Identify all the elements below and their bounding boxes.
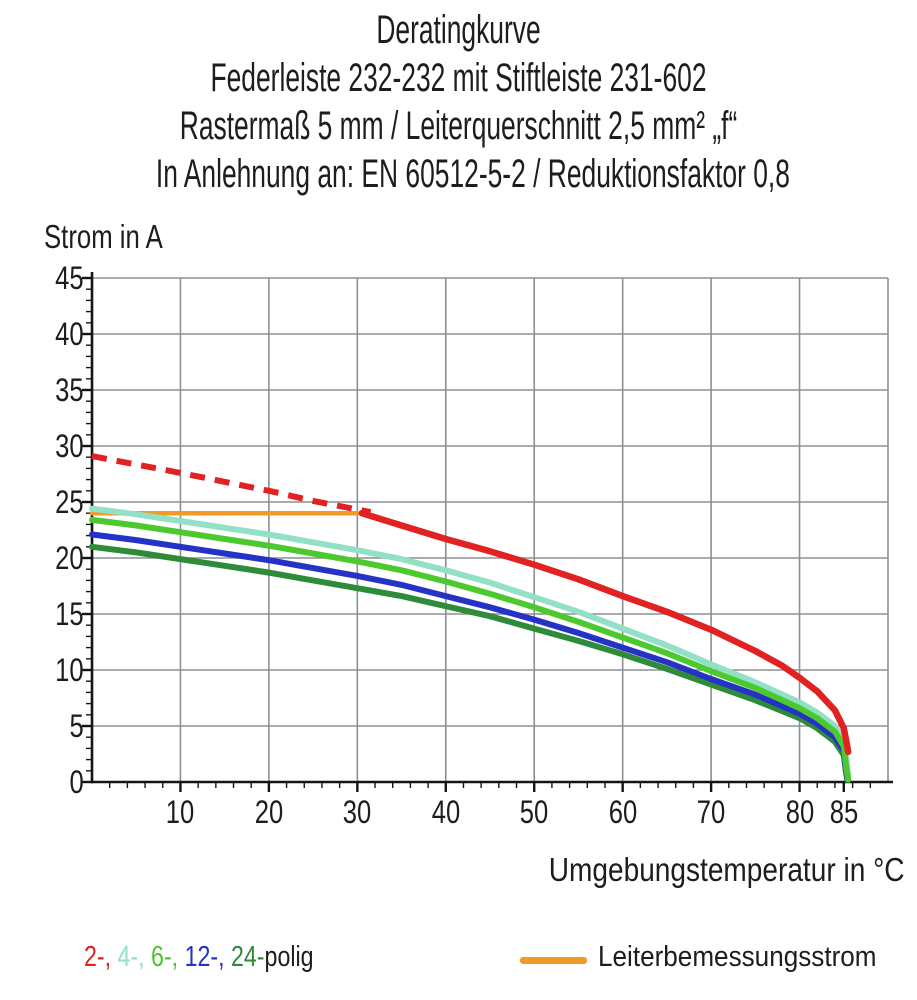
conductor-legend-line <box>520 957 587 964</box>
series-4-polig <box>89 505 852 780</box>
y-tick-label: 40 <box>55 316 84 352</box>
y-tick-label: 5 <box>69 708 84 744</box>
legend-segment: 2-, <box>84 941 112 973</box>
x-tick-label: 80 <box>785 794 814 830</box>
series-12-polig <box>89 531 851 782</box>
y-tick-label: 45 <box>55 260 84 296</box>
x-tick-label: 85 <box>829 794 859 830</box>
x-tick-label: 40 <box>431 794 461 830</box>
y-tick-label: 15 <box>55 596 84 632</box>
y-tick-label: 25 <box>55 484 84 520</box>
chart-subtitle-standard: In Anlehnung an: EN 60512-5-2 / Reduktio… <box>155 152 790 196</box>
x-axis-title: Umgebungstemperatur in °C <box>549 851 905 888</box>
series-2-polig <box>358 509 852 756</box>
y-tick-label: 0 <box>69 764 84 800</box>
series-2-polig-dashed <box>91 453 372 516</box>
legend-segment: 24- <box>224 941 265 973</box>
x-tick-label: 60 <box>608 794 637 830</box>
x-tick-label: 10 <box>166 794 195 830</box>
legend-segment: polig <box>264 941 314 973</box>
x-tick-label: 50 <box>519 794 549 830</box>
poles-legend: 2-, 4-, 6-, 12-, 24-polig <box>84 939 314 975</box>
chart-title: Deratingkurve <box>376 8 541 52</box>
y-tick-label: 20 <box>55 540 84 576</box>
x-tick-label: 20 <box>254 794 284 830</box>
y-tick-label: 10 <box>55 652 84 688</box>
y-axis-title: Strom in A <box>44 218 163 255</box>
series-24-polig <box>89 543 851 783</box>
title-block: Deratingkurve Federleiste 232-232 mit St… <box>0 6 917 198</box>
x-tick-label: 70 <box>696 794 726 830</box>
x-tick-label: 30 <box>343 794 372 830</box>
legend-segment: 6-, <box>144 941 179 973</box>
legend-segment: 4-, <box>111 941 145 973</box>
series-6-polig <box>89 516 852 783</box>
y-tick-label: 30 <box>55 428 84 464</box>
conductor-legend-label: Leiterbemessungsstrom <box>598 941 877 973</box>
chart-subtitle-spec: Rastermaß 5 mm / Leiterquerschnitt 2,5 m… <box>179 104 738 148</box>
y-tick-label: 35 <box>55 372 84 408</box>
chart-subtitle-parts: Federleiste 232-232 mit Stiftleiste 231-… <box>210 56 707 100</box>
legend-segment: 12-, <box>178 941 225 973</box>
